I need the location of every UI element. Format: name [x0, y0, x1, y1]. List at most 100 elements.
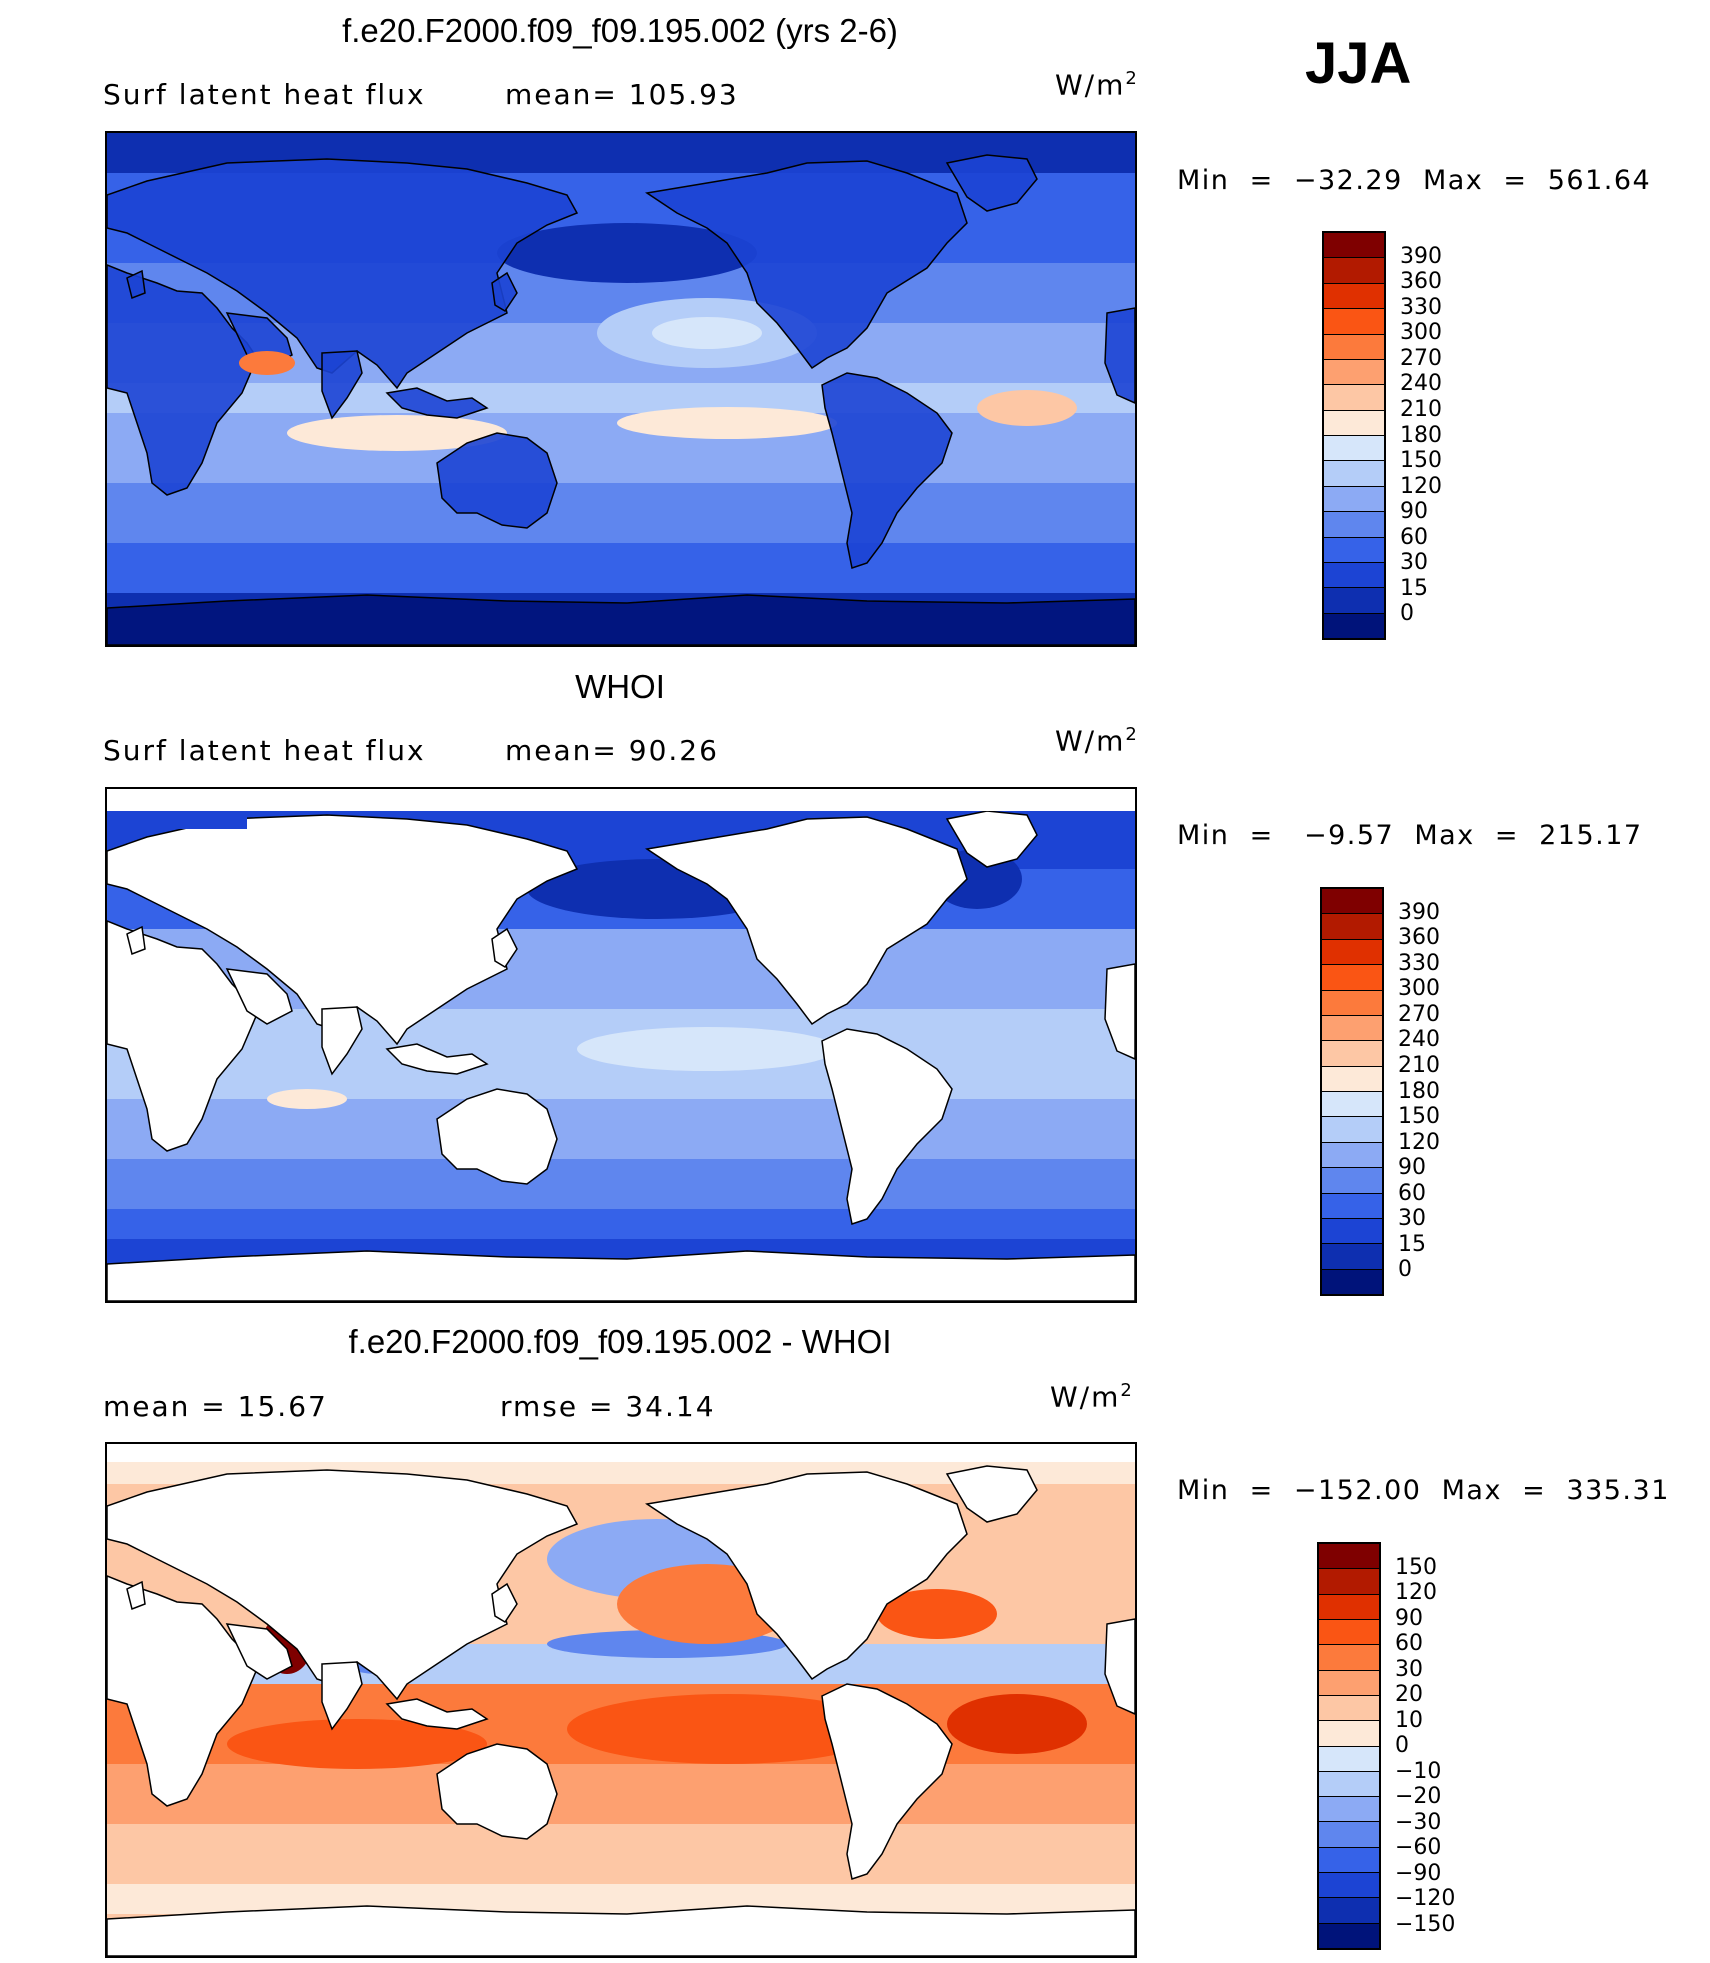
land-japan — [491, 1582, 518, 1624]
panel-1-minmax: Min = −32.29 Max = 561.64 — [1177, 165, 1652, 196]
land-eurasia — [107, 1469, 579, 1701]
colorbar-label: 15 — [1398, 1231, 1426, 1257]
land-uk — [126, 269, 146, 300]
land-namerica — [645, 816, 968, 1026]
colorbar-swatch — [1322, 1066, 1382, 1092]
panel-3-mean-label: mean = 15.67 — [103, 1390, 328, 1423]
colorbar-label: −20 — [1395, 1784, 1442, 1809]
panel-1-map — [105, 131, 1137, 647]
colorbar-swatch — [1324, 436, 1384, 462]
land-samerica — [821, 1028, 953, 1225]
colorbar-swatch — [1322, 1142, 1382, 1169]
panel-3-units: W/m2 — [1050, 1380, 1134, 1414]
land-greenland — [945, 1465, 1038, 1523]
no-data-region — [107, 1444, 1135, 1462]
field-band — [107, 1884, 1135, 1914]
colorbar-label: 360 — [1398, 925, 1440, 951]
field-maximum — [567, 1694, 887, 1764]
field-maximum — [577, 1027, 837, 1071]
field-band — [107, 483, 1135, 543]
colorbar-label: −30 — [1395, 1809, 1442, 1835]
colorbar-swatch — [1324, 461, 1384, 487]
land-eurasia — [107, 158, 579, 390]
colorbar-label: 150 — [1395, 1554, 1437, 1580]
land-namerica — [645, 1471, 968, 1681]
land-australia — [436, 1088, 558, 1185]
field-maximum — [947, 1694, 1087, 1754]
land-japan — [491, 927, 518, 969]
land-africa — [107, 1575, 258, 1807]
colorbar-swatch — [1322, 1218, 1382, 1245]
colorbar-label: 0 — [1400, 601, 1414, 627]
colorbar-swatch — [1319, 1898, 1379, 1924]
land-india — [321, 1006, 363, 1076]
panel-3-colorbar-labels: 150 120 90 60 30 20 10 0 −10 −20 −30 −60 −90 −120 −150 — [1395, 1542, 1485, 1950]
colorbar-label: 300 — [1400, 320, 1442, 346]
panel-2-map — [105, 787, 1137, 1303]
panel-1-variable-label: Surf latent heat flux — [103, 78, 426, 111]
colorbar-swatch — [1324, 258, 1384, 284]
colorbar-swatch — [1324, 309, 1384, 335]
panel-2-mean-label: mean= 90.26 — [505, 734, 719, 767]
field-maximum — [227, 1719, 487, 1769]
colorbar-label: 360 — [1400, 269, 1442, 295]
colorbar-label: −10 — [1395, 1758, 1442, 1784]
land-indonesia — [385, 1698, 489, 1730]
panel-2-variable-label: Surf latent heat flux — [103, 734, 426, 767]
land-antarctica — [107, 594, 1135, 645]
panel-2-units: W/m2 — [1055, 724, 1139, 758]
land-arabia — [225, 1623, 293, 1680]
colorbar-swatch — [1319, 1923, 1379, 1948]
colorbar-swatch — [1322, 1041, 1382, 1067]
field-maximum — [239, 351, 295, 375]
colorbar-swatch — [1319, 1695, 1379, 1722]
colorbar-label: 90 — [1398, 1155, 1426, 1181]
panel-2-colorbar — [1320, 887, 1384, 1296]
colorbar-swatch — [1322, 1193, 1382, 1219]
colorbar-swatch — [1322, 914, 1382, 940]
panel-2-minmax: Min = −9.57 Max = 215.17 — [1177, 820, 1643, 851]
land-samerica — [821, 372, 953, 569]
land-indonesia — [385, 387, 489, 419]
colorbar-swatch — [1319, 1721, 1379, 1747]
colorbar-label: 90 — [1395, 1605, 1423, 1631]
colorbar-swatch — [1322, 1168, 1382, 1194]
colorbar-swatch — [1324, 359, 1384, 386]
colorbar-label: 10 — [1395, 1707, 1423, 1733]
field-band — [107, 1824, 1135, 1884]
panel-1-colorbar — [1322, 231, 1386, 640]
colorbar-label: 90 — [1400, 499, 1428, 525]
land-australia — [436, 432, 558, 529]
field-minimum — [497, 223, 757, 283]
colorbar-label: 30 — [1400, 550, 1428, 576]
colorbar-swatch — [1324, 283, 1384, 310]
field-band — [107, 1159, 1135, 1209]
colorbar-label: 60 — [1395, 1631, 1423, 1656]
colorbar-swatch — [1324, 410, 1384, 436]
colorbar-swatch — [1319, 1645, 1379, 1671]
colorbar-swatch — [1324, 334, 1384, 360]
field-band — [107, 543, 1135, 593]
panel-3-colorbar — [1317, 1542, 1381, 1950]
colorbar-label: 120 — [1395, 1580, 1437, 1605]
colorbar-swatch — [1324, 588, 1384, 614]
field-maximum — [652, 317, 762, 349]
colorbar-swatch — [1324, 486, 1384, 513]
panel-2-title: WHOI — [575, 668, 665, 705]
colorbar-swatch — [1322, 889, 1382, 915]
panel-3-minmax: Min = −152.00 Max = 335.31 — [1177, 1475, 1670, 1506]
land-eurasia — [107, 814, 579, 1046]
field-band — [107, 1209, 1135, 1239]
colorbar-swatch — [1322, 1269, 1382, 1294]
land-uk — [126, 925, 146, 956]
colorbar-label: 120 — [1400, 473, 1442, 499]
colorbar-swatch — [1319, 1873, 1379, 1899]
colorbar-swatch — [1319, 1822, 1379, 1848]
colorbar-swatch — [1319, 1569, 1379, 1595]
land-africaEdge — [1104, 1618, 1135, 1715]
land-africa — [107, 264, 258, 496]
colorbar-label: 60 — [1398, 1180, 1426, 1206]
colorbar-swatch — [1319, 1847, 1379, 1874]
colorbar-swatch — [1324, 613, 1384, 638]
field-maximum — [267, 1089, 347, 1109]
